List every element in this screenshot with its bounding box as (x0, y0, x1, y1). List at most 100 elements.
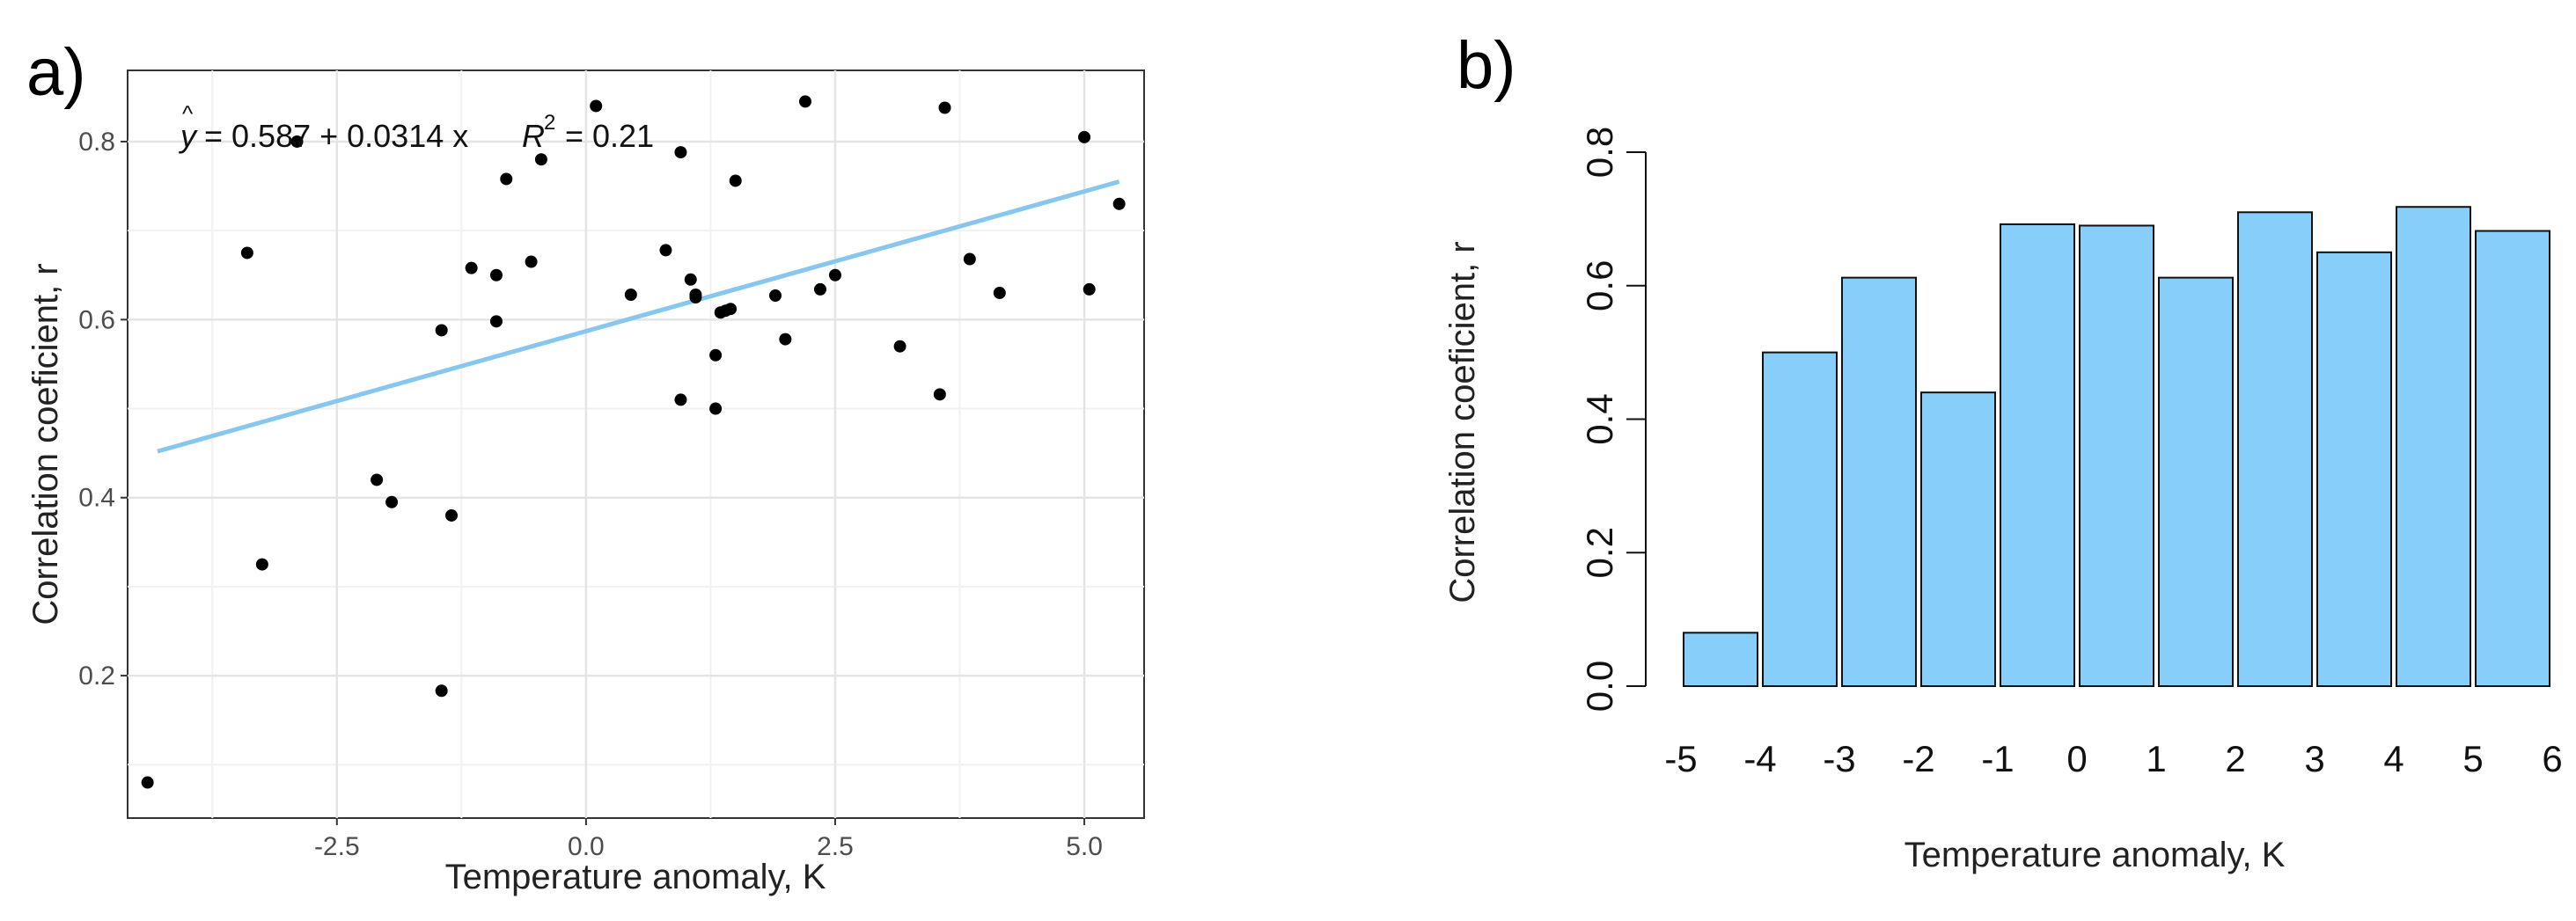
scatter-point (465, 261, 478, 274)
scatter-point (689, 289, 702, 301)
bar (2396, 206, 2471, 687)
x-tick-label: -5 (1664, 738, 1697, 779)
bar (2158, 276, 2234, 687)
scatter-point (290, 135, 304, 148)
scatter-point (799, 95, 811, 108)
bar (1683, 632, 1758, 687)
panel-a-x-ticks: -2.5 0.0 2.5 5.0 (314, 818, 1103, 861)
y-tick-label: 0.8 (1579, 127, 1620, 178)
panel-a-label: a) (26, 35, 86, 110)
equation-yhat-symbol: y (178, 118, 198, 154)
scatter-point (729, 174, 742, 187)
scatter-point (534, 153, 547, 166)
panel-b-x-ticks: -5 -4 -3 -2 -1 0 1 2 3 4 5 6 (1664, 738, 2562, 779)
scatter-point (709, 348, 723, 362)
scatter-point (385, 495, 399, 508)
scatter-point (828, 268, 841, 281)
panel-a-y-ticks: 0.2 0.4 0.6 0.8 (78, 128, 128, 691)
panel-a-points (141, 95, 1126, 789)
scatter-point (489, 268, 503, 281)
y-tick-label: 0.2 (78, 662, 115, 691)
scatter-point (1078, 130, 1091, 143)
scatter-point (893, 340, 906, 353)
scatter-point (674, 393, 687, 406)
bar (1762, 351, 1838, 687)
bar (2237, 211, 2313, 688)
scatter-point (933, 388, 946, 401)
y-tick-label: 0.2 (1579, 527, 1620, 578)
scatter-point (435, 324, 448, 337)
bar (2000, 223, 2075, 687)
scatter-point (500, 172, 513, 186)
scatter-point (769, 289, 782, 303)
scatter-point (724, 303, 738, 316)
x-tick-label: -3 (1823, 738, 1855, 779)
scatter-point (590, 99, 603, 113)
x-tick-label: 6 (2542, 738, 2562, 779)
scatter-point (445, 508, 459, 522)
scatter-point (435, 684, 448, 698)
regression-line (157, 179, 1120, 454)
scatter-point (489, 315, 503, 328)
x-tick-label: 1 (2146, 738, 2166, 779)
x-tick-label: 0 (2066, 738, 2087, 779)
x-tick-label: 5 (2462, 738, 2483, 779)
panel-b-bars (1683, 206, 2550, 688)
panel-b-x-axis-title: Temperature anomaly, K (1904, 836, 2286, 874)
x-tick-label: 4 (2383, 738, 2404, 779)
scatter-point (141, 776, 154, 789)
y-tick-label: 0.6 (78, 305, 115, 334)
y-tick-label: 0.8 (78, 128, 115, 157)
bar (2079, 224, 2154, 687)
x-tick-label: 2.5 (817, 832, 854, 861)
y-tick-label: 0.0 (1579, 661, 1620, 712)
x-tick-label: -1 (1981, 738, 2014, 779)
x-tick-label: 5.0 (1066, 832, 1103, 861)
panel-a-fit-line-group (157, 179, 1120, 454)
x-tick-label: -2 (1902, 738, 1934, 779)
scatter-point (659, 244, 672, 257)
bar (2316, 251, 2392, 687)
scatter-point (938, 101, 951, 114)
scatter-point (684, 273, 697, 286)
scatter-point (813, 282, 826, 296)
panel-b-label: b) (1457, 28, 1516, 103)
panel-a-gridlines (128, 70, 1144, 818)
panel-a: a) -2.5 0.0 2.5 5.0 0.2 0.4 0.6 0.8 y ^ = 0.58… (26, 35, 1145, 896)
y-tick-label: 0.4 (1579, 393, 1620, 444)
regression-equation: y ^ = 0.587 + 0.0314 x R 2 = 0.21 (178, 100, 654, 154)
scatter-point (240, 246, 253, 259)
bar (1841, 276, 1917, 687)
y-tick-label: 0.4 (78, 484, 115, 513)
panel-b-y-ticks: 0.0 0.2 0.4 0.6 0.8 (1579, 127, 1646, 712)
panel-a-y-axis-title: Correlation coeficient, r (26, 263, 65, 625)
scatter-point (525, 255, 538, 268)
equation-rhs: = 0.587 + 0.0314 x (204, 118, 468, 154)
bar (2475, 230, 2550, 688)
scatter-point (255, 558, 268, 571)
x-tick-label: 2 (2225, 738, 2245, 779)
scatter-point (674, 146, 687, 159)
panel-b-y-axis-title: Correlation coeficient, r (1443, 241, 1482, 603)
panel-a-plot-area (127, 69, 1145, 819)
scatter-point (624, 289, 637, 301)
equation-r2-exponent: 2 (544, 111, 555, 135)
equation-hat-accent: ^ (182, 100, 194, 127)
scatter-point (963, 252, 976, 266)
scatter-point (1083, 282, 1096, 296)
panel-b: b) 0.0 0.2 0.4 0.6 0.8 -5 -4 -3 -2 -1 0 1 2 3 4 5 6 Tem… (1443, 28, 2563, 874)
x-tick-label: -4 (1743, 738, 1776, 779)
bar (1920, 391, 1996, 687)
scatter-point (709, 402, 723, 415)
x-tick-label: 0.0 (568, 832, 605, 861)
scatter-point (1112, 197, 1126, 210)
x-tick-label: 3 (2304, 738, 2324, 779)
panel-a-x-axis-title: Temperature anomaly, K (445, 858, 826, 896)
equation-r2-label: R (522, 118, 545, 154)
scatter-point (779, 333, 792, 346)
scatter-point (993, 286, 1006, 299)
y-tick-label: 0.6 (1579, 260, 1620, 311)
equation-r2-value: = 0.21 (565, 118, 654, 154)
scatter-point (371, 473, 384, 486)
